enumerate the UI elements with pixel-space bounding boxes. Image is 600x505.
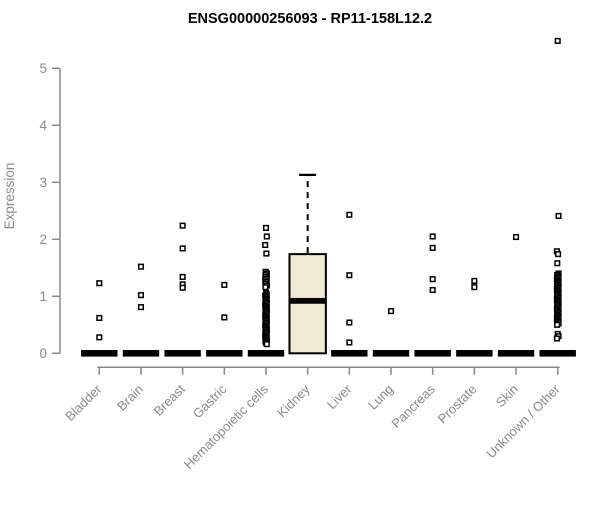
outlier-point xyxy=(262,224,270,231)
outlier-point xyxy=(137,304,145,311)
outlier-point xyxy=(262,284,269,291)
collapsed-box-1 xyxy=(122,350,160,357)
chart-title: ENSG00000256093 - RP11-158L12.2 xyxy=(188,11,432,27)
x-tick-label: Liver xyxy=(324,381,355,412)
collapsed-box-6 xyxy=(331,350,368,357)
outlier-point xyxy=(471,284,478,291)
outlier-point xyxy=(555,212,562,219)
x-tick-label: Pancreas xyxy=(388,381,438,431)
outlier-point xyxy=(179,273,186,280)
outlier-point xyxy=(554,260,561,267)
outlier-point xyxy=(346,211,353,218)
collapsed-box-7 xyxy=(372,350,410,357)
outlier-point xyxy=(96,280,103,287)
outlier-point xyxy=(263,250,270,257)
outlier-point xyxy=(137,263,145,270)
outlier-point xyxy=(346,272,353,279)
outlier-point xyxy=(555,251,562,258)
outlier-point xyxy=(346,339,353,346)
outlier-point xyxy=(429,233,436,240)
collapsed-box-10 xyxy=(497,350,535,357)
y-tick-label: 1 xyxy=(39,289,47,304)
y-tick-label: 4 xyxy=(39,118,47,133)
outlier-point xyxy=(553,335,560,342)
x-tick-label: Lung xyxy=(365,382,396,413)
collapsed-box-2 xyxy=(164,350,201,357)
y-axis-label: Expression xyxy=(2,163,17,230)
y-tick-label: 2 xyxy=(39,232,47,247)
outlier-point xyxy=(554,37,561,44)
outlier-point xyxy=(346,319,353,326)
outlier-point xyxy=(179,222,186,229)
outlier-point xyxy=(263,341,270,348)
y-tick-label: 0 xyxy=(39,346,47,361)
x-tick-label: Skin xyxy=(493,382,521,410)
x-tick-label: Unknown / Other xyxy=(483,381,563,461)
x-tick-label: Kidney xyxy=(274,381,313,420)
x-tick-label: Brain xyxy=(114,382,146,414)
collapsed-box-8 xyxy=(414,350,451,357)
outlier-point xyxy=(429,286,436,294)
x-tick-label: Prostate xyxy=(435,382,480,427)
collapsed-box-9 xyxy=(456,350,493,357)
outlier-point xyxy=(262,241,269,249)
outlier-point xyxy=(96,334,103,341)
y-tick-label: 5 xyxy=(39,61,47,76)
outlier-point xyxy=(179,245,186,252)
outlier-point xyxy=(221,281,228,288)
x-tick-label: Bladder xyxy=(62,381,105,424)
x-tick-label: Gastric xyxy=(190,381,230,421)
outlier-point xyxy=(263,233,270,240)
median-line-5 xyxy=(289,297,326,304)
outlier-point xyxy=(96,314,103,322)
outlier-point xyxy=(221,314,228,321)
collapsed-box-4 xyxy=(247,350,285,357)
outlier-point xyxy=(137,292,145,299)
y-tick-label: 3 xyxy=(39,175,47,190)
collapsed-box-11 xyxy=(539,350,576,357)
outlier-point xyxy=(387,308,395,315)
outlier-point xyxy=(429,276,436,283)
collapsed-box-0 xyxy=(81,350,118,357)
outlier-point xyxy=(179,284,186,291)
outlier-point xyxy=(471,277,478,284)
collapsed-box-3 xyxy=(206,350,243,357)
outlier-point xyxy=(554,321,561,328)
outlier-point xyxy=(429,244,436,251)
x-tick-label: Breast xyxy=(151,381,188,418)
outlier-point xyxy=(512,233,520,241)
